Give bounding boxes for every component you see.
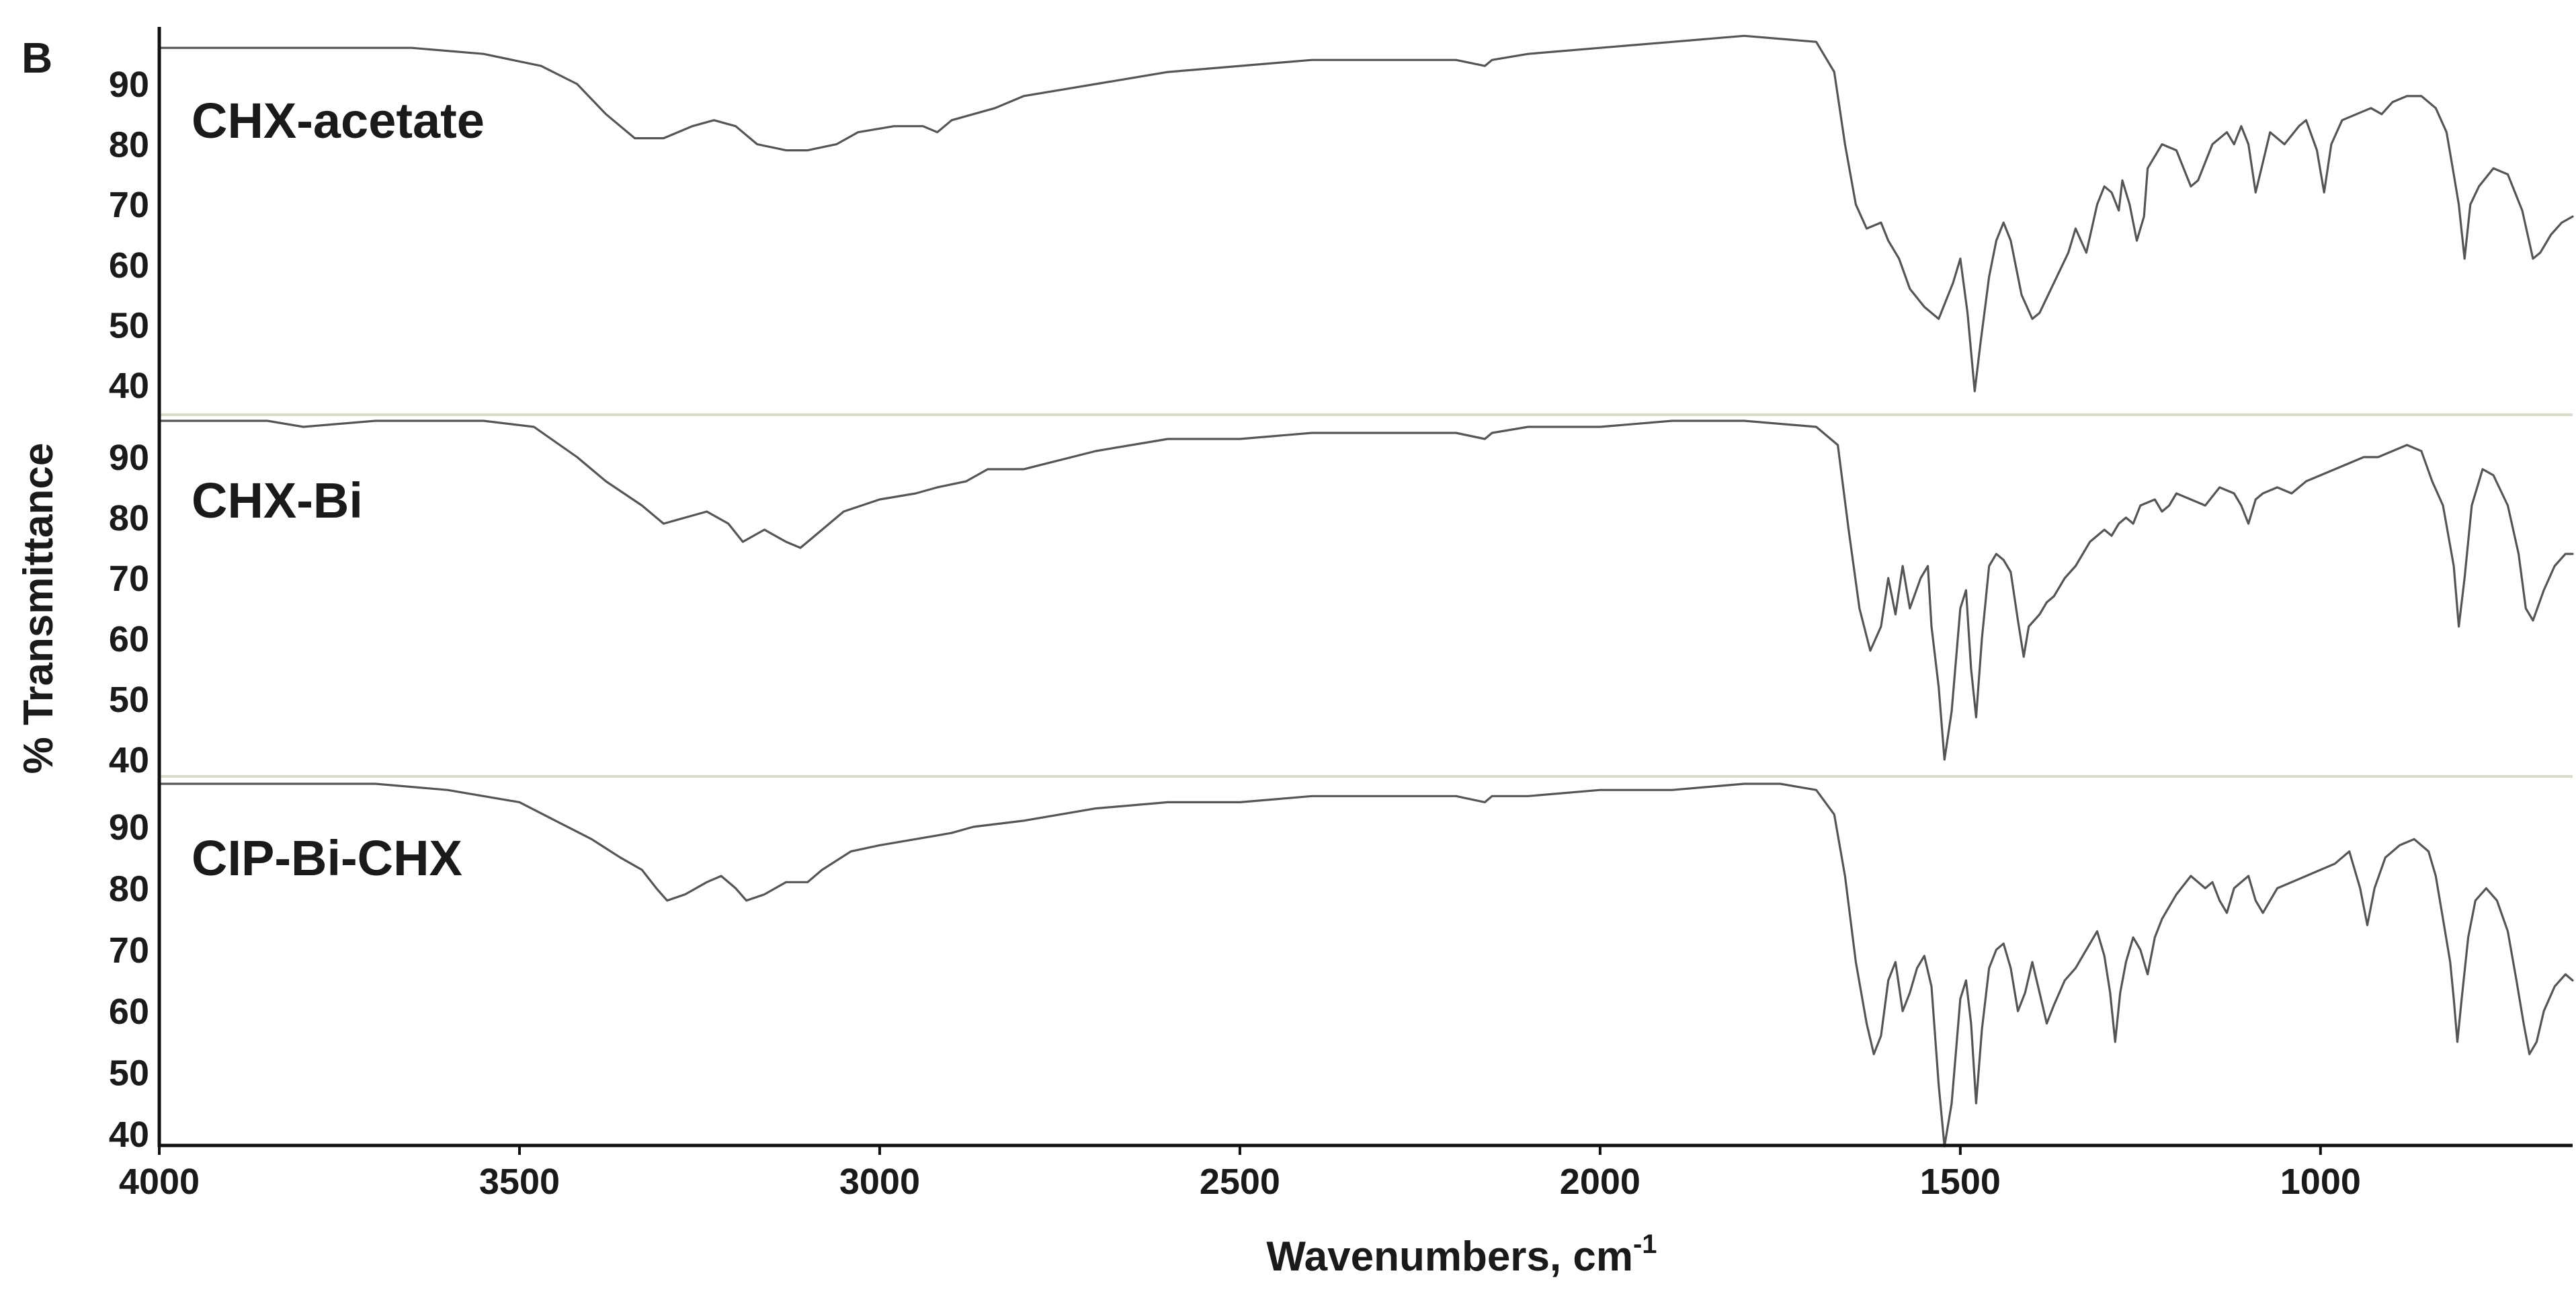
panel-label: B	[22, 34, 52, 82]
x-axis-ticks: 4000 3500 3000 2500 2000 1500 1000	[119, 1145, 2361, 1202]
panel-dividers	[159, 413, 2573, 778]
x-axis-title-exponent: -1	[1633, 1229, 1657, 1259]
y-tick-label: 70	[109, 930, 149, 971]
y-axis-ticks: 90 80 70 60 50 40 90 80 70 60 50 40 90 80 70 60 50 40	[109, 65, 149, 1155]
series-label-1: CHX-acetate	[192, 93, 485, 149]
y-tick-label: 60	[109, 992, 149, 1032]
y-tick-label: 60	[109, 245, 149, 286]
series-line-3	[158, 782, 2574, 1147]
y-tick-label: 50	[109, 305, 149, 346]
y-tick-label: 90	[109, 65, 149, 105]
y-tick-label: 90	[109, 807, 149, 848]
series-label-3: CIP-Bi-CHX	[192, 830, 462, 886]
y-tick-label: 80	[109, 498, 149, 538]
series-labels: CHX-acetate CHX-Bi CIP-Bi-CHX	[192, 93, 485, 886]
y-tick-label: 70	[109, 185, 149, 225]
y-tick-label: 90	[109, 438, 149, 478]
x-tick-label: 1000	[2280, 1162, 2361, 1202]
series-label-2: CHX-Bi	[192, 473, 363, 528]
y-tick-label: 80	[109, 869, 149, 909]
y-tick-label: 80	[109, 125, 149, 165]
y-axis-title: % Transmittance	[15, 443, 62, 774]
y-tick-label: 40	[109, 366, 149, 406]
x-tick-label: 3500	[479, 1162, 560, 1202]
y-tick-label: 50	[109, 1053, 149, 1094]
y-tick-label: 70	[109, 559, 149, 599]
x-tick-label: 4000	[119, 1162, 200, 1202]
y-tick-label: 40	[109, 740, 149, 780]
x-tick-label: 1500	[1920, 1162, 2001, 1202]
x-tick-label: 3000	[839, 1162, 920, 1202]
series-line-2	[158, 419, 2574, 761]
x-axis-title: Wavenumbers, cm-1	[1266, 1229, 1657, 1280]
y-tick-label: 60	[109, 619, 149, 659]
x-axis-title-main: Wavenumbers, cm	[1266, 1234, 1633, 1280]
spectra-lines	[158, 34, 2574, 1147]
y-tick-label: 50	[109, 680, 149, 720]
y-tick-label: 40	[109, 1115, 149, 1155]
series-line-1	[158, 34, 2574, 393]
axis-frame	[157, 27, 2573, 1147]
x-tick-label: 2500	[1200, 1162, 1280, 1202]
x-tick-label: 2000	[1560, 1162, 1640, 1202]
